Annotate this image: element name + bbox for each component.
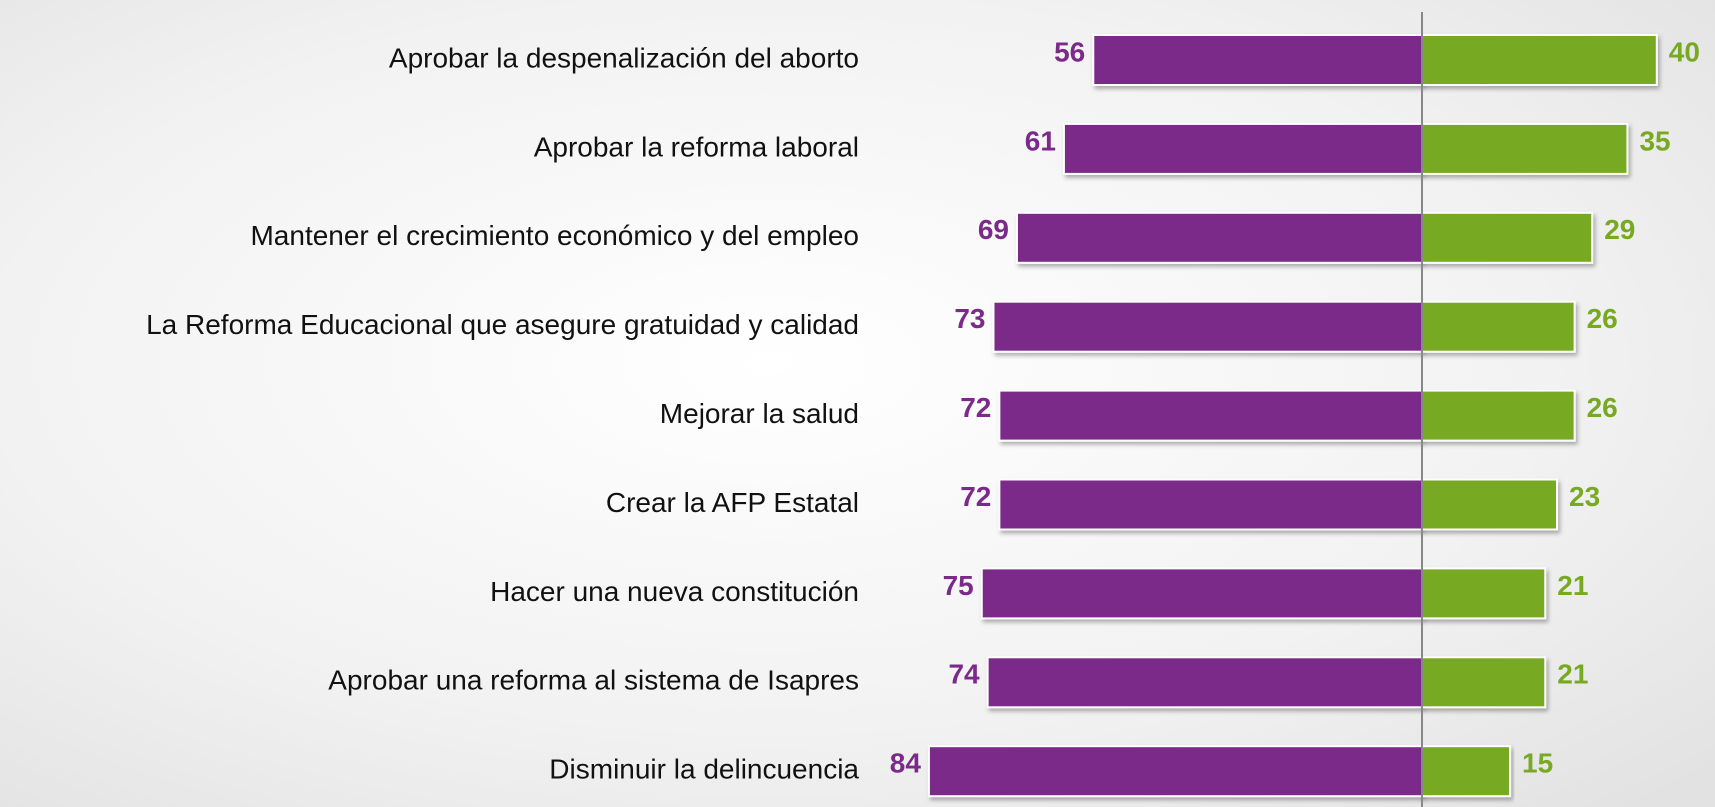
value-label: 35 xyxy=(1639,125,1670,156)
bar xyxy=(998,389,1423,442)
bar xyxy=(1015,211,1423,264)
bar xyxy=(1421,745,1512,798)
category-label: Aprobar la reforma laboral xyxy=(534,131,859,162)
value-label: 74 xyxy=(948,659,980,690)
bar xyxy=(1421,300,1576,353)
value-label: 15 xyxy=(1522,748,1553,779)
value-label: 61 xyxy=(1025,125,1056,156)
value-label: 56 xyxy=(1054,36,1085,67)
bar xyxy=(1062,122,1424,175)
bar xyxy=(980,567,1423,620)
value-label: 26 xyxy=(1587,303,1618,334)
category-label: Hacer una nueva constitución xyxy=(490,576,859,607)
bar xyxy=(1421,567,1547,620)
bar xyxy=(1092,34,1424,86)
category-label: La Reforma Educacional que asegure gratu… xyxy=(146,309,859,340)
value-label: 72 xyxy=(960,392,991,423)
value-label: 21 xyxy=(1557,570,1588,601)
value-label: 29 xyxy=(1604,214,1635,245)
bar xyxy=(986,656,1423,709)
category-label: Aprobar la despenalización del aborto xyxy=(389,42,859,73)
category-label: Aprobar una reforma al sistema de Isapre… xyxy=(328,665,859,696)
value-label: 23 xyxy=(1569,481,1600,512)
bar xyxy=(992,300,1423,353)
category-label: Mantener el crecimiento económico y del … xyxy=(250,220,859,251)
bar xyxy=(1421,34,1658,86)
bar xyxy=(1421,211,1594,264)
value-label: 84 xyxy=(890,748,922,779)
value-label: 75 xyxy=(943,570,974,601)
bar xyxy=(1421,656,1547,709)
bar xyxy=(998,478,1423,531)
value-label: 26 xyxy=(1587,392,1618,423)
value-label: 40 xyxy=(1669,36,1700,67)
bar xyxy=(1421,389,1576,442)
category-label: Crear la AFP Estatal xyxy=(606,487,859,518)
value-label: 72 xyxy=(960,481,991,512)
category-label: Disminuir la delincuencia xyxy=(549,754,859,785)
value-label: 21 xyxy=(1557,659,1588,690)
bar xyxy=(927,745,1423,798)
category-label: Mejorar la salud xyxy=(660,398,859,429)
bar xyxy=(1421,478,1559,531)
value-label: 69 xyxy=(978,214,1009,245)
value-label: 73 xyxy=(954,303,985,334)
bar xyxy=(1421,122,1629,175)
